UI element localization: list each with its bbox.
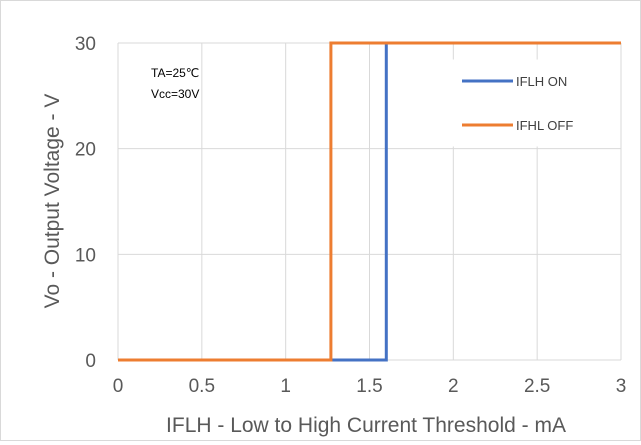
x-tick-label: 3 — [616, 376, 627, 397]
x-tick-label: 2.5 — [524, 376, 550, 397]
y-axis-title: Vo - Output Voltage - V — [41, 94, 64, 309]
annotation-vcc: Vcc=30V — [151, 87, 199, 101]
x-tick-label: 1 — [280, 376, 291, 397]
legend-label-iflh-on: IFLH ON — [516, 74, 567, 89]
legend-box — [432, 59, 596, 147]
series-line-ifhl-off — [118, 41, 621, 362]
y-tick-label: 20 — [75, 140, 96, 161]
x-tick-label: 1.5 — [356, 376, 382, 397]
y-tick-label: 10 — [75, 245, 96, 266]
x-tick-label: 0 — [113, 376, 124, 397]
annotation-temperature: TA=25℃ — [151, 66, 199, 80]
x-tick-label: 2 — [448, 376, 459, 397]
legend-label-ifhl-off: IFHL OFF — [516, 118, 573, 133]
x-tick-label: 0.5 — [189, 376, 215, 397]
y-tick-label: 30 — [75, 34, 96, 55]
legend: IFLH ON IFHL OFF — [432, 59, 596, 147]
x-axis-title: IFLH - Low to High Current Threshold - m… — [166, 414, 566, 437]
y-tick-label: 0 — [85, 351, 96, 372]
series-lines — [118, 41, 621, 362]
